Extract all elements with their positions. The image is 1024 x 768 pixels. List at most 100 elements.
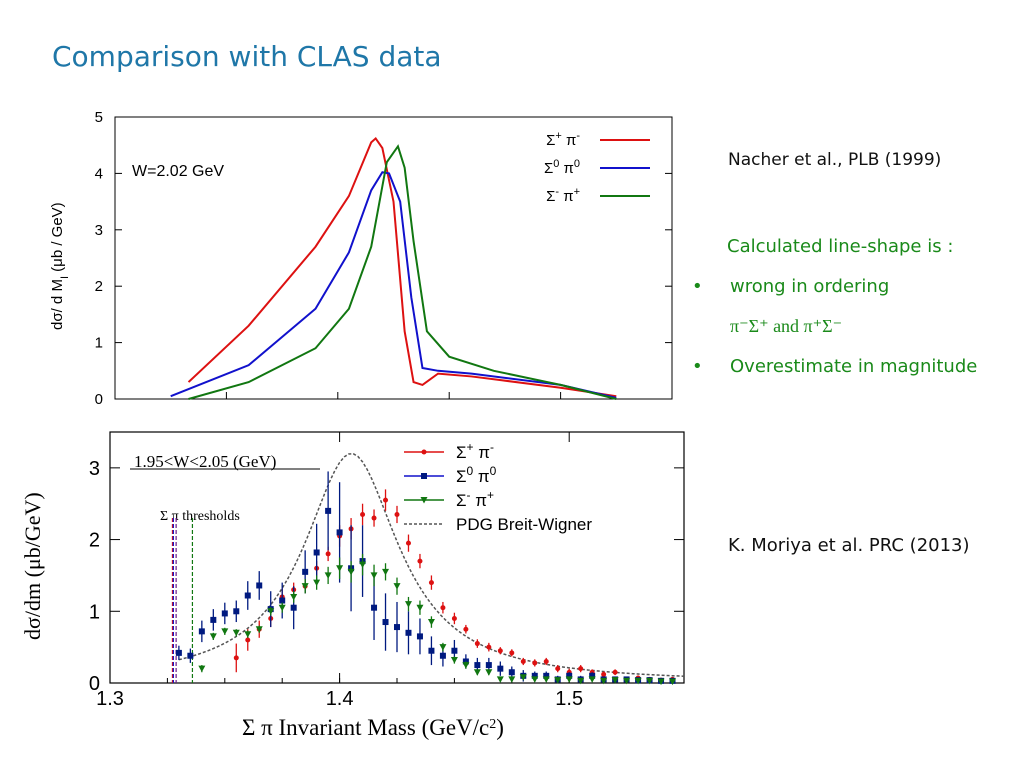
data-point xyxy=(187,652,194,659)
legend-marker xyxy=(421,473,427,479)
data-point xyxy=(439,652,446,659)
data-point xyxy=(416,604,424,612)
page-title: Comparison with CLAS data xyxy=(52,40,442,73)
data-point xyxy=(209,633,217,640)
data-point xyxy=(508,669,515,676)
data-point xyxy=(555,666,561,672)
legend-label: Σ+ π- xyxy=(546,130,580,149)
y-tick-label: 0 xyxy=(89,673,100,695)
chart-annotation: 1.95<W<2.05 (GeV) xyxy=(134,452,276,471)
data-point xyxy=(519,674,527,681)
legend-label: Σ0 π0 xyxy=(544,158,580,177)
data-point xyxy=(210,616,217,623)
data-point xyxy=(336,529,343,536)
x-tick-label: 1.4 xyxy=(326,688,354,710)
data-point xyxy=(496,676,504,683)
legend-label: PDG Breit-Wigner xyxy=(456,515,592,534)
y-tick-label: 2 xyxy=(89,530,100,552)
data-point xyxy=(451,615,457,621)
x-tick-label: 1.3 xyxy=(96,688,124,710)
data-point xyxy=(359,561,367,569)
data-point xyxy=(611,677,619,684)
data-point xyxy=(290,593,298,601)
data-point xyxy=(255,626,263,633)
data-point xyxy=(554,677,562,684)
data-point xyxy=(233,655,239,661)
data-point xyxy=(509,650,515,656)
data-point xyxy=(256,582,263,589)
data-point xyxy=(669,678,677,686)
data-point xyxy=(520,658,526,664)
data-point xyxy=(451,647,458,654)
data-point xyxy=(543,658,549,664)
data-point xyxy=(394,511,400,517)
legend-label: Σ+ π- xyxy=(456,440,494,462)
data-point xyxy=(565,676,573,683)
data-point xyxy=(427,619,435,626)
data-point xyxy=(497,665,504,672)
data-point xyxy=(405,629,412,636)
legend-marker xyxy=(420,497,428,504)
data-point xyxy=(198,665,206,673)
data-point xyxy=(233,608,240,615)
data-point xyxy=(267,608,275,615)
note-item-ordering-detail: π⁻Σ⁺ and π⁺Σ⁻ xyxy=(730,316,843,336)
plot-frame xyxy=(114,116,673,400)
bullet-icon: • xyxy=(692,276,703,297)
data-point xyxy=(543,672,550,679)
data-point xyxy=(566,672,573,679)
data-point xyxy=(347,568,355,576)
y-tick-label: 4 xyxy=(95,165,103,182)
data-point xyxy=(404,601,412,608)
data-point xyxy=(336,565,344,572)
data-point xyxy=(198,628,205,635)
data-point xyxy=(221,628,229,635)
breit-wigner-curve xyxy=(178,453,685,677)
data-point xyxy=(382,568,390,576)
data-point xyxy=(601,671,607,677)
clas-data-chart: 1.95<W<2.05 (GeV) Σ π thresholds dσ/dm (… xyxy=(20,431,685,740)
data-point xyxy=(325,507,332,514)
data-point xyxy=(657,678,665,686)
y-tick-label: 3 xyxy=(89,458,100,480)
y-tick-label: 3 xyxy=(95,222,103,239)
top-reference: Nacher et al., PLB (1999) xyxy=(728,150,942,170)
y-tick-label: 5 xyxy=(95,109,103,126)
data-point xyxy=(324,572,332,579)
data-point xyxy=(371,604,378,611)
data-point xyxy=(588,676,596,683)
data-point xyxy=(508,676,516,683)
chart-annotation: W=2.02 GeV xyxy=(132,163,224,180)
data-point xyxy=(450,657,458,664)
data-point xyxy=(232,629,240,637)
data-point xyxy=(383,497,389,503)
data-point xyxy=(578,666,584,672)
data-point xyxy=(301,583,309,590)
data-point xyxy=(474,662,481,669)
data-point xyxy=(290,604,297,611)
threshold-label: Σ π thresholds xyxy=(160,509,240,524)
data-point xyxy=(360,511,366,517)
data-point xyxy=(382,619,389,626)
data-point xyxy=(542,676,550,683)
data-point xyxy=(279,597,286,604)
data-point xyxy=(497,648,503,654)
data-point xyxy=(463,626,469,632)
data-point xyxy=(474,641,480,647)
note-item-magnitude: Overestimate in magnitude xyxy=(730,356,978,377)
series-line xyxy=(187,136,617,398)
data-point xyxy=(485,662,492,669)
y-tick-label: 2 xyxy=(95,278,103,295)
data-point xyxy=(440,605,446,611)
data-point xyxy=(302,568,309,575)
bullet-icon: • xyxy=(692,356,703,377)
data-point xyxy=(600,677,608,685)
data-point xyxy=(589,672,596,679)
y-axis-label: dσ/dm (μb/GeV) xyxy=(20,492,45,640)
data-point xyxy=(244,631,252,638)
series-line xyxy=(188,144,617,400)
y-tick-label: 1 xyxy=(95,335,103,352)
y-tick-label: 0 xyxy=(95,391,103,408)
x-tick-label: 1.5 xyxy=(555,688,583,710)
data-point xyxy=(634,677,642,685)
